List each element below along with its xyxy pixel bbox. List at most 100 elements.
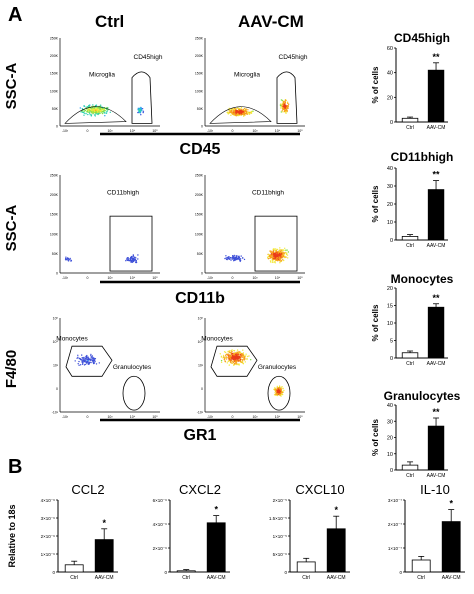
flow-event [280,393,283,395]
flow-event [275,252,277,254]
flow-event [232,108,234,110]
flow-xtick-label: -10³ [62,415,69,419]
bar-ytick-label: 0 [390,238,393,244]
flow-event [81,359,84,361]
flow-ytick-label: 50K [197,107,204,111]
flow-event [240,255,242,257]
flow-event [83,110,86,112]
flow-event [228,360,230,362]
flow-event [134,259,137,261]
flow-event [230,109,233,112]
flow-event [275,250,278,253]
flow-event [88,357,90,360]
flow-event [270,253,273,255]
flow-event [277,251,279,253]
flow-event [280,103,282,105]
flow-event [240,106,243,109]
flow-event [242,349,244,351]
flow-event [250,112,252,114]
bar-category-label: Ctrl [406,125,414,131]
flow-event [250,110,253,113]
flow-event [246,111,248,113]
bar-ytick-label: 4×10⁻⁶ [153,522,168,527]
bar-ytick-label: 3×10⁻⁶ [41,516,56,521]
flow-event [271,259,273,261]
bar-aav-cm [427,189,445,241]
flow-event [230,360,233,362]
flow-event [87,363,90,365]
flow-event [82,357,84,359]
flow-ytick-label: 0 [201,272,203,276]
bar-ctrl [401,352,419,359]
flow-event [235,357,238,359]
flow-event [238,108,240,111]
flow-event [94,360,96,363]
flow-event [237,364,239,366]
flow-xtick-label: 10³ [252,276,258,280]
flow-event [279,247,281,249]
flow-event [77,354,79,356]
flow-event [240,114,242,116]
flow-event [87,356,89,358]
gate-label: CD11bhigh [107,190,139,197]
flow-event [95,363,98,365]
bar-ctrl [401,464,419,471]
flow-event [226,112,229,114]
flow-event [132,258,134,261]
flow-xtick-label: -10³ [207,276,214,280]
flow-event [103,110,105,113]
flow-xtick-label: 10⁵ [152,415,158,419]
bar-ytick-label: 4×10⁻⁶ [41,498,56,503]
flow-event [242,354,244,357]
flow-event [285,112,287,115]
flow-event [239,359,242,361]
flow-ylabel-2: F4/80 [3,350,20,388]
flow-event [224,356,227,359]
flow-event [238,113,241,115]
flow-event [229,354,231,356]
flow-event [233,108,236,111]
flow-plot-0-aav: 250K 200K 150K 100K 50K 0 -10³ 0 10³ 10⁴ 10⁵ Microg… [195,37,308,134]
flow-event [282,387,284,390]
flow-event [129,258,131,260]
flow-event [232,258,234,260]
flow-event [233,258,235,260]
flow-ytick-label: 0 [56,387,58,391]
gate-label: CD45high [134,54,163,61]
flow-event [68,258,70,261]
flow-event [284,255,286,258]
flow-event [237,107,239,109]
flow-event [83,112,86,114]
gate-label: Microglia [234,72,260,79]
flow-event [228,357,230,359]
flow-event [279,390,281,393]
flow-event [278,394,280,396]
flow-event [242,113,244,115]
gate-label: Granulocytes [258,364,297,371]
bar-ylabel: Relative to 18s [7,504,17,567]
flow-event [286,101,289,103]
bar-ytick-label: 60 [387,46,393,52]
flow-event [130,259,133,262]
significance-marker: ** [433,293,441,303]
flow-event [274,262,276,264]
flow-ytick-label: 0 [201,125,203,129]
flow-ytick-label: 150K [50,213,59,217]
flow-event [278,259,280,262]
flow-ytick-label: 10³ [53,364,59,368]
flow-event [287,102,289,105]
flow-xlabel-0: CD45 [180,141,221,158]
flow-event [90,357,92,359]
flow-xtick-label: 10⁵ [297,415,303,419]
flow-plot-0-ctrl: 250K 200K 150K 100K 50K 0 -10³ 0 10³ 10⁴ 10⁵ Microg… [50,37,163,134]
flow-ytick-label: 10⁵ [198,317,204,321]
flow-event [95,111,98,113]
gate-label: Microglia [89,72,115,79]
bar-category-label: AAV-CM [427,243,446,249]
flow-event [279,256,281,259]
flow-xtick-label: 10⁴ [275,415,281,419]
flow-event [125,260,127,262]
flow-event [284,109,286,112]
flow-event [66,258,68,261]
bar-category-label: AAV-CM [427,125,446,131]
